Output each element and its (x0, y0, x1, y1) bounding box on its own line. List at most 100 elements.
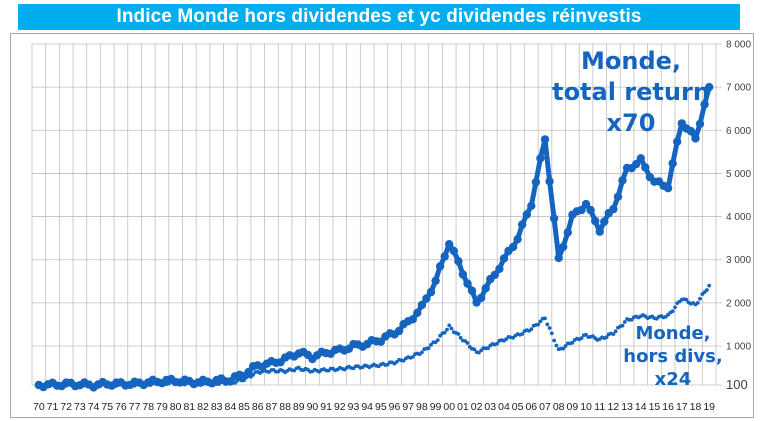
data-point (695, 119, 705, 128)
data-point (545, 322, 550, 327)
data-point (426, 287, 436, 297)
x-tick-label: 06 (525, 401, 537, 413)
data-point (668, 159, 677, 168)
data-point (456, 332, 461, 336)
data-point (613, 192, 623, 201)
x-tick-label: 96 (389, 401, 401, 413)
x-tick-label: 84 (225, 401, 237, 413)
data-point (622, 320, 627, 324)
x-tick-label: 77 (129, 401, 141, 413)
x-tick-label: 91 (320, 401, 332, 413)
data-point (636, 154, 645, 163)
data-point (477, 293, 486, 303)
annotation-line: total return (552, 78, 710, 106)
data-point (495, 264, 504, 274)
data-point (486, 346, 490, 351)
data-point (705, 288, 709, 292)
data-point (695, 301, 700, 305)
data-point (549, 214, 559, 223)
y-tick-label: 3 000 (726, 255, 751, 266)
x-tick-label: 72 (60, 401, 72, 413)
x-axis-labels: 70 71 72 73 74 75 76 77 78 79 80 81 82 83 84 85 86 87 88 89… (33, 401, 715, 413)
data-point (577, 205, 586, 215)
series-total-return (34, 82, 714, 392)
data-point (673, 305, 677, 310)
data-point (435, 338, 440, 342)
data-point (554, 253, 563, 263)
data-point (700, 100, 709, 109)
annotation-line: x70 (606, 109, 656, 137)
data-point (481, 284, 490, 293)
data-point (449, 246, 458, 256)
x-tick-label: 17 (676, 401, 688, 413)
data-point (632, 159, 641, 169)
data-point (600, 217, 609, 226)
data-point (543, 316, 547, 321)
data-point (408, 315, 417, 324)
data-point (663, 184, 673, 193)
x-tick-label: 78 (142, 401, 154, 413)
x-tick-label: 14 (635, 401, 647, 413)
data-point (698, 296, 702, 301)
data-point (454, 257, 463, 266)
data-point (413, 308, 422, 317)
data-point (529, 327, 534, 332)
x-tick-label: 02 (471, 401, 483, 413)
data-point (490, 270, 499, 280)
x-tick-label: 89 (293, 401, 305, 413)
data-point (707, 283, 712, 288)
data-point (426, 346, 431, 350)
data-point (559, 242, 568, 251)
x-tick-label: 80 (170, 401, 182, 413)
data-point (673, 137, 682, 146)
data-point (527, 201, 536, 210)
data-point (684, 297, 689, 302)
x-tick-label: 03 (484, 401, 496, 413)
annotation-line: Monde, (580, 47, 682, 75)
data-point (691, 134, 700, 143)
data-point (609, 204, 618, 214)
x-tick-label: 97 (402, 401, 414, 413)
data-point (579, 336, 584, 340)
x-tick-label: 07 (539, 401, 551, 413)
data-point (591, 216, 600, 226)
data-point (618, 176, 627, 185)
x-tick-label: 98 (416, 401, 428, 413)
data-point (435, 262, 445, 271)
x-tick-label: 74 (88, 401, 100, 413)
x-tick-label: 19 (703, 401, 715, 413)
data-point (499, 254, 509, 263)
annotation-hors-divs: Monde, hors divs, x24 (618, 322, 728, 391)
data-point (495, 341, 499, 346)
data-point (520, 332, 525, 336)
x-tick-label: 15 (649, 401, 661, 413)
data-point (613, 329, 618, 334)
data-point (570, 340, 575, 345)
y-tick-label: 6 000 (726, 126, 751, 137)
data-point (420, 350, 424, 355)
x-tick-label: 87 (266, 401, 278, 413)
y-tick-label: 100 (726, 377, 748, 392)
data-point (440, 252, 449, 261)
data-point (536, 154, 545, 163)
data-point (563, 228, 572, 237)
data-point (670, 309, 675, 314)
gridlines (31, 43, 722, 386)
data-point (545, 177, 554, 186)
y-axis-labels: 100 1 000 2 000 3 000 4 000 5 000 6 000 7 000 8 … (726, 40, 751, 393)
data-point (540, 135, 550, 144)
data-point (538, 319, 543, 324)
data-point (620, 323, 625, 328)
data-point (467, 286, 477, 295)
annotation-line: hors divs, (623, 346, 723, 367)
data-point (641, 163, 650, 172)
x-tick-label: 70 (33, 401, 45, 413)
data-point (438, 333, 442, 338)
data-point (410, 355, 415, 359)
data-point (431, 276, 440, 285)
annotation-line: Monde, (635, 323, 711, 344)
x-tick-label: 83 (211, 401, 223, 413)
data-point (629, 317, 634, 322)
data-point (417, 300, 427, 310)
x-tick-label: 79 (156, 401, 168, 413)
